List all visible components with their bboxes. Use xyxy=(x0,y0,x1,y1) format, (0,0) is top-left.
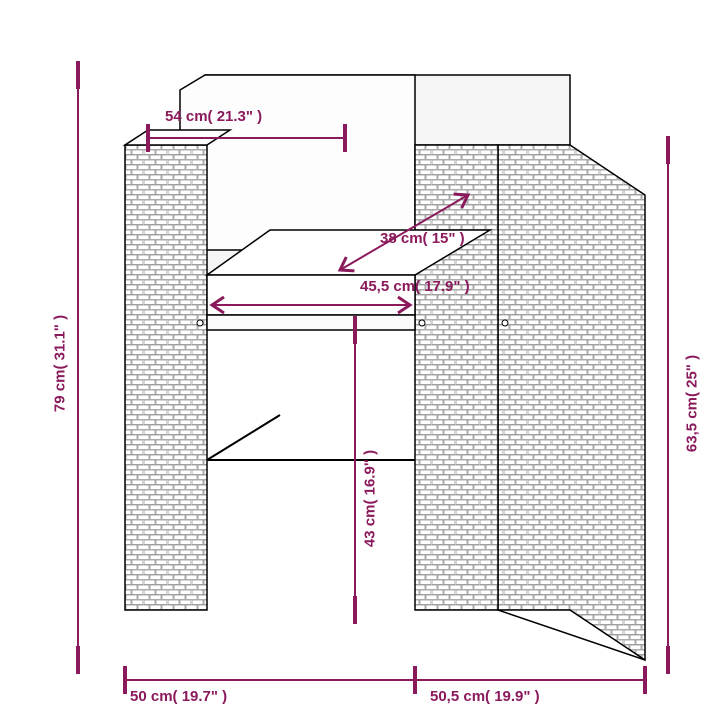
label-depth-bottom: 50,5 cm( 19.9" ) xyxy=(430,688,540,705)
seat-rail xyxy=(207,315,415,330)
label-seat-height: 43 cm( 16.9" ) xyxy=(362,429,379,569)
label-seat-width-top: 54 cm( 21.3" ) xyxy=(165,108,262,125)
right-arm-side xyxy=(498,145,645,660)
back-cushion xyxy=(180,75,415,250)
diagram-canvas xyxy=(0,0,720,720)
label-width-bottom: 50 cm( 19.7" ) xyxy=(130,688,227,705)
label-depth-right: 63,5 cm( 25" ) xyxy=(684,324,701,484)
label-cushion-width: 45,5 cm( 17.9" ) xyxy=(360,278,470,295)
label-height-total: 79 cm( 31.1" ) xyxy=(52,284,69,444)
label-seat-depth: 38 cm( 15" ) xyxy=(380,230,465,247)
left-arm-front xyxy=(125,145,207,610)
right-arm-front xyxy=(415,145,498,610)
crossbar-depth xyxy=(207,415,280,460)
